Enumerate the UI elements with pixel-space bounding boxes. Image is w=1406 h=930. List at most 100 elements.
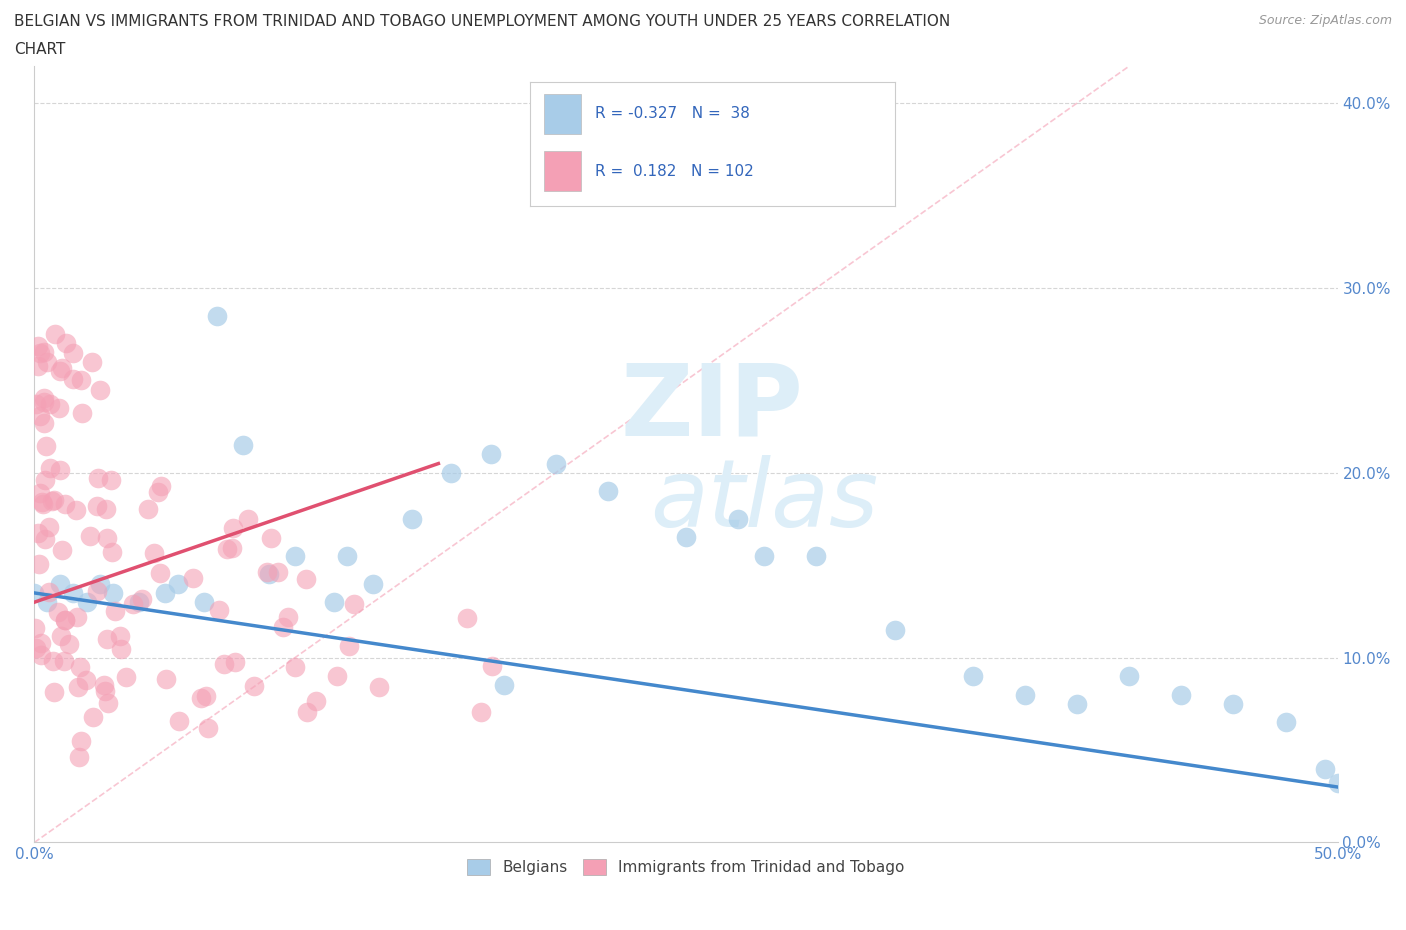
Point bbox=[53, 654, 76, 669]
Point bbox=[1066, 697, 1088, 711]
Point bbox=[66, 609, 89, 624]
Point bbox=[100, 472, 122, 487]
Point bbox=[31, 497, 53, 512]
Point bbox=[221, 540, 243, 555]
Point bbox=[101, 586, 124, 601]
Point bbox=[28, 408, 51, 423]
Point bbox=[197, 721, 219, 736]
Point bbox=[108, 629, 131, 644]
Point bbox=[38, 460, 60, 475]
Point bbox=[27, 358, 49, 373]
Point bbox=[37, 595, 59, 610]
Point bbox=[72, 406, 94, 421]
Point bbox=[1014, 687, 1036, 702]
Point bbox=[22, 586, 45, 601]
Point bbox=[58, 637, 80, 652]
Point bbox=[208, 603, 231, 618]
Point bbox=[675, 530, 697, 545]
Point bbox=[34, 472, 56, 487]
Point bbox=[24, 396, 46, 411]
Point bbox=[257, 567, 280, 582]
Point bbox=[169, 713, 191, 728]
Text: ZIP: ZIP bbox=[620, 359, 803, 457]
Point bbox=[343, 596, 366, 611]
Point bbox=[337, 638, 360, 653]
Point bbox=[295, 571, 318, 586]
Point bbox=[284, 659, 307, 674]
Point bbox=[38, 520, 60, 535]
Point bbox=[93, 677, 115, 692]
Point bbox=[470, 705, 492, 720]
Point bbox=[305, 694, 328, 709]
Point bbox=[323, 595, 346, 610]
Point bbox=[49, 577, 72, 591]
Point bbox=[82, 710, 104, 724]
Point bbox=[96, 531, 118, 546]
Point bbox=[104, 604, 127, 618]
Point bbox=[80, 354, 103, 369]
Text: Source: ZipAtlas.com: Source: ZipAtlas.com bbox=[1258, 14, 1392, 27]
Point bbox=[42, 684, 65, 699]
Point bbox=[49, 364, 72, 379]
Point bbox=[51, 361, 73, 376]
Point bbox=[87, 471, 110, 485]
Point bbox=[224, 655, 246, 670]
Point bbox=[401, 512, 423, 526]
Point bbox=[70, 734, 93, 749]
Point bbox=[727, 512, 749, 526]
Point bbox=[39, 396, 62, 411]
Point bbox=[101, 545, 124, 560]
Point bbox=[28, 485, 51, 500]
Point bbox=[155, 672, 177, 687]
Point bbox=[41, 493, 63, 508]
Point bbox=[44, 326, 66, 341]
Point bbox=[284, 549, 307, 564]
Point bbox=[110, 642, 132, 657]
Point bbox=[89, 577, 111, 591]
Point bbox=[190, 690, 212, 705]
Point bbox=[27, 526, 49, 541]
Point bbox=[67, 680, 90, 695]
Point bbox=[481, 658, 503, 673]
Point bbox=[34, 532, 56, 547]
Point bbox=[1313, 761, 1336, 776]
Point bbox=[1326, 776, 1348, 790]
Point bbox=[149, 565, 172, 580]
Point bbox=[166, 577, 188, 591]
Point bbox=[48, 462, 70, 477]
Point bbox=[361, 577, 384, 591]
Point bbox=[38, 585, 60, 600]
Point bbox=[35, 439, 58, 454]
Point bbox=[32, 394, 55, 409]
Point bbox=[37, 354, 59, 369]
Point bbox=[544, 456, 567, 471]
Point bbox=[195, 688, 218, 703]
Point bbox=[260, 530, 283, 545]
Point bbox=[256, 565, 278, 579]
Point bbox=[28, 345, 51, 360]
Point bbox=[1118, 669, 1140, 684]
Point bbox=[115, 670, 138, 684]
Point bbox=[51, 542, 73, 557]
Point bbox=[456, 611, 478, 626]
Point bbox=[121, 596, 143, 611]
Point bbox=[86, 584, 108, 599]
Point bbox=[153, 586, 176, 601]
Point bbox=[32, 391, 55, 405]
Point bbox=[1222, 697, 1244, 711]
Point bbox=[267, 565, 290, 579]
Point bbox=[96, 631, 118, 646]
Point bbox=[128, 595, 150, 610]
Point bbox=[142, 546, 165, 561]
Point bbox=[62, 345, 84, 360]
Point bbox=[297, 705, 319, 720]
Text: atlas: atlas bbox=[650, 456, 879, 547]
Point bbox=[32, 344, 55, 359]
Point bbox=[27, 557, 49, 572]
Point bbox=[42, 653, 65, 668]
Point bbox=[70, 373, 93, 388]
Point bbox=[89, 382, 111, 397]
Point bbox=[222, 521, 245, 536]
Point bbox=[75, 672, 97, 687]
Point bbox=[30, 635, 52, 650]
